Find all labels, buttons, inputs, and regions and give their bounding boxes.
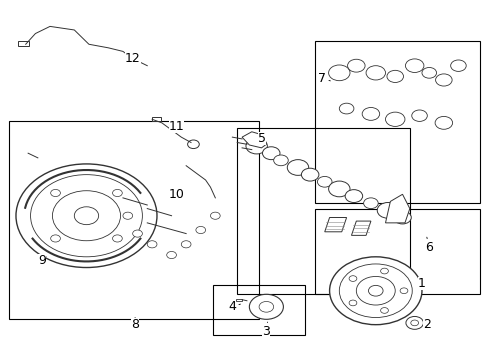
Text: 3: 3 <box>262 322 270 338</box>
Circle shape <box>301 168 318 181</box>
Circle shape <box>210 212 220 219</box>
Circle shape <box>366 66 385 80</box>
Bar <box>9 121 259 319</box>
Polygon shape <box>242 132 266 148</box>
Bar <box>212 285 305 336</box>
Circle shape <box>393 211 410 224</box>
Circle shape <box>356 276 394 305</box>
Circle shape <box>287 159 308 175</box>
Circle shape <box>405 59 423 72</box>
Circle shape <box>147 241 157 248</box>
Circle shape <box>196 226 205 234</box>
Bar <box>152 117 161 121</box>
Circle shape <box>328 181 349 197</box>
Circle shape <box>52 191 120 241</box>
Circle shape <box>450 60 465 71</box>
Text: 6: 6 <box>425 237 432 255</box>
Circle shape <box>380 268 387 274</box>
Bar <box>19 41 29 46</box>
Circle shape <box>434 116 452 129</box>
Text: 2: 2 <box>422 318 430 331</box>
Circle shape <box>368 285 382 296</box>
Text: 7: 7 <box>318 72 330 85</box>
Circle shape <box>112 189 122 197</box>
Circle shape <box>345 190 362 203</box>
Circle shape <box>51 189 61 197</box>
Circle shape <box>347 59 365 72</box>
Circle shape <box>421 67 436 78</box>
Circle shape <box>399 288 407 294</box>
Circle shape <box>380 307 387 313</box>
Circle shape <box>339 103 353 114</box>
Circle shape <box>411 110 427 121</box>
Circle shape <box>132 230 142 237</box>
Circle shape <box>262 147 280 159</box>
Circle shape <box>317 176 331 187</box>
Circle shape <box>166 251 176 258</box>
Circle shape <box>249 294 283 319</box>
Circle shape <box>273 155 287 166</box>
Circle shape <box>410 320 418 326</box>
Circle shape <box>376 203 398 218</box>
Circle shape <box>405 316 423 329</box>
Text: 10: 10 <box>168 188 184 201</box>
Text: 5: 5 <box>257 132 265 145</box>
Polygon shape <box>324 217 346 232</box>
Circle shape <box>122 212 132 219</box>
Circle shape <box>348 300 356 306</box>
Text: 4: 4 <box>228 300 240 313</box>
Circle shape <box>339 264 411 318</box>
Circle shape <box>259 301 273 312</box>
Circle shape <box>112 235 122 242</box>
Circle shape <box>328 65 349 81</box>
Circle shape <box>385 112 404 126</box>
Bar <box>237 128 409 294</box>
Circle shape <box>348 276 356 282</box>
Text: 9: 9 <box>38 254 46 267</box>
Circle shape <box>435 74 451 86</box>
Circle shape <box>363 198 377 208</box>
Circle shape <box>245 138 267 154</box>
Bar <box>314 41 479 203</box>
Polygon shape <box>351 221 370 235</box>
Bar <box>236 298 242 301</box>
Circle shape <box>329 257 421 325</box>
Circle shape <box>187 140 199 149</box>
Text: 1: 1 <box>417 277 425 290</box>
Polygon shape <box>385 194 409 223</box>
Circle shape <box>30 175 142 257</box>
Text: 8: 8 <box>131 318 139 331</box>
Circle shape <box>51 235 61 242</box>
Circle shape <box>16 164 157 267</box>
Text: 12: 12 <box>124 52 140 65</box>
Text: 11: 11 <box>168 120 184 133</box>
Circle shape <box>181 241 191 248</box>
Circle shape <box>386 70 403 82</box>
Bar <box>314 208 479 294</box>
Circle shape <box>362 108 379 120</box>
Circle shape <box>74 207 99 225</box>
